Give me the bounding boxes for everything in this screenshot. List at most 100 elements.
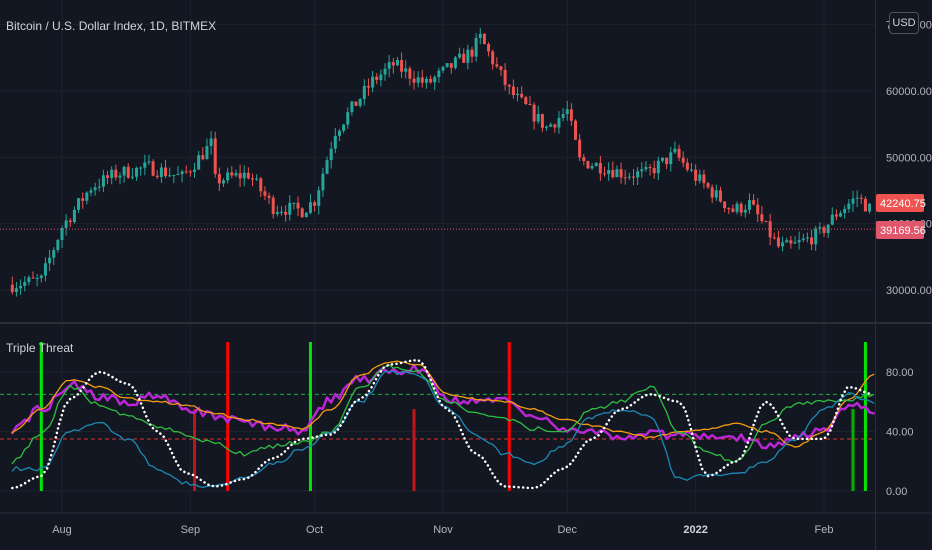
candle-body <box>586 161 590 169</box>
candle-body <box>168 175 172 177</box>
candle-body <box>135 167 139 177</box>
candle-body <box>147 161 151 163</box>
candle-body <box>263 191 267 196</box>
candle-body <box>565 109 569 115</box>
candle-body <box>164 167 168 177</box>
candle-body <box>48 257 52 264</box>
candle-body <box>213 138 217 174</box>
candle-body <box>818 227 822 229</box>
candle-body <box>271 197 275 215</box>
candle-body <box>764 221 768 223</box>
currency-button[interactable]: USD <box>889 12 919 34</box>
candle-body <box>536 113 540 122</box>
candle-body <box>308 202 312 213</box>
candle-body <box>238 173 242 179</box>
candle-body <box>60 228 64 241</box>
candle-body <box>118 175 122 178</box>
candle-body <box>313 202 317 206</box>
candle-body <box>143 162 147 168</box>
candle-body <box>545 126 549 128</box>
candle-body <box>89 190 93 193</box>
candle-body <box>834 214 838 217</box>
candle-body <box>632 176 635 178</box>
indicator-series-1 <box>11 360 875 448</box>
candle-body <box>474 37 478 57</box>
candle-body <box>155 175 159 178</box>
candle-body <box>851 198 855 204</box>
candle-body <box>284 211 288 215</box>
candle-body <box>731 208 735 212</box>
candle-body <box>478 33 482 38</box>
candle-body <box>226 172 230 181</box>
signal-bar-0 <box>39 342 43 491</box>
candle-body <box>222 180 226 184</box>
indicator-series-4 <box>11 358 872 490</box>
candle-body <box>768 221 772 238</box>
candle-body <box>789 240 793 244</box>
candle-body <box>408 68 412 79</box>
candle-body <box>470 49 474 57</box>
candle-body <box>391 62 395 66</box>
candle-body <box>805 237 809 239</box>
signal-bar-5 <box>507 342 511 491</box>
price-pane[interactable] <box>0 27 875 297</box>
candle-body <box>607 170 611 174</box>
candle-body <box>685 162 689 170</box>
candle-body <box>822 227 826 234</box>
candle-body <box>561 114 565 119</box>
candle-body <box>689 169 693 171</box>
candle-body <box>781 242 785 247</box>
candle-body <box>31 277 35 279</box>
x-tick-4: Dec <box>557 524 577 536</box>
candle-body <box>114 169 118 178</box>
x-tick-6: Feb <box>815 524 834 536</box>
candle-body <box>130 176 134 178</box>
reference-price-tag: 39169.56 <box>876 221 926 239</box>
candle-body <box>424 78 428 83</box>
svg-text:39169.56: 39169.56 <box>880 225 926 237</box>
candle-body <box>251 178 254 180</box>
candle-body <box>644 167 648 170</box>
indicator-pane[interactable] <box>0 342 875 491</box>
candle-body <box>462 53 466 63</box>
candle-body <box>449 63 453 68</box>
candle-body <box>859 197 863 199</box>
candle-body <box>694 169 698 181</box>
candle-body <box>756 204 760 215</box>
candle-body <box>511 86 515 96</box>
candle-body <box>855 197 859 199</box>
axes: 30000.0040000.0050000.0060000.0070000.00… <box>52 20 932 536</box>
candle-body <box>627 176 631 178</box>
candle-body <box>491 51 495 65</box>
candle-body <box>52 250 56 258</box>
candle-body <box>640 169 644 172</box>
candle-body <box>673 148 677 153</box>
candle-body <box>205 146 209 160</box>
candle-body <box>528 104 532 106</box>
candle-body <box>594 163 598 167</box>
candle-body <box>652 167 656 174</box>
candle-body <box>735 203 739 212</box>
candle-body <box>549 124 553 127</box>
candle-body <box>487 44 491 52</box>
candle-body <box>39 275 43 279</box>
candle-body <box>404 68 408 72</box>
candle-body <box>300 208 304 218</box>
candle-body <box>847 203 851 209</box>
chart-title: Bitcoin / U.S. Dollar Index, 1D, BITMEX <box>6 19 217 33</box>
candle-body <box>441 66 445 71</box>
candle-body <box>56 240 60 251</box>
x-tick-2: Oct <box>306 524 323 536</box>
candle-body <box>843 208 847 214</box>
candle-body <box>201 155 205 160</box>
candle-body <box>126 166 130 178</box>
candle-body <box>68 220 72 223</box>
candle-body <box>739 203 743 213</box>
candle-body <box>234 173 238 176</box>
candle-body <box>176 173 180 175</box>
candle-body <box>14 288 18 292</box>
candle-body <box>375 76 379 80</box>
candle-body <box>603 173 607 175</box>
